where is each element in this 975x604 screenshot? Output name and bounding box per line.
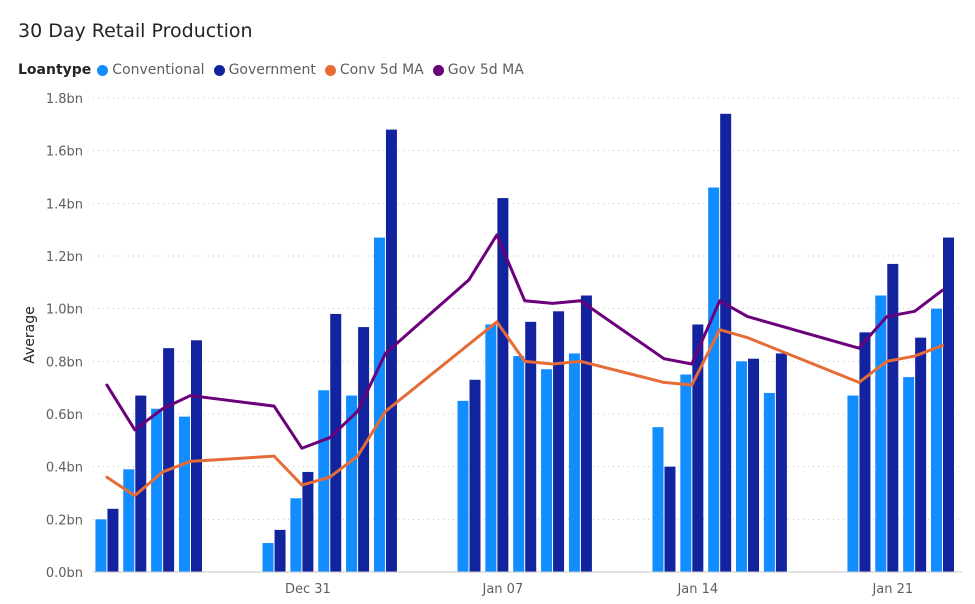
bar-government	[748, 358, 760, 572]
bar-government	[525, 321, 537, 572]
bar-government	[775, 353, 787, 572]
bar-conventional	[485, 324, 497, 572]
y-tick-label: 0.2bn	[46, 513, 83, 528]
bar-government	[553, 311, 565, 572]
bar-government	[330, 313, 342, 572]
chart-title: 30 Day Retail Production	[18, 20, 253, 42]
x-tick-label: Dec 31	[285, 582, 331, 597]
y-tick-label: 0.0bn	[46, 566, 83, 581]
bar-government	[859, 332, 871, 572]
bar-government	[497, 198, 509, 573]
bar-government	[163, 348, 175, 572]
y-tick-label: 1.4bn	[46, 197, 83, 212]
bar-conventional	[763, 392, 775, 572]
y-tick-label: 1.8bn	[46, 92, 83, 107]
legend-item-conv-5d-ma[interactable]: Conv 5d MA	[324, 62, 424, 78]
bar-conventional	[373, 237, 385, 573]
legend-item-government[interactable]: Government	[213, 62, 316, 78]
bar-government	[580, 295, 592, 572]
bar-conventional	[318, 390, 330, 572]
x-tick-label: Jan 21	[871, 582, 913, 597]
y-tick-label: 0.6bn	[46, 408, 83, 423]
bar-conventional	[875, 295, 887, 572]
bar-conventional	[123, 469, 135, 572]
bar-government	[190, 340, 202, 572]
legend-title: Loantype	[18, 62, 92, 78]
bar-government	[915, 337, 927, 572]
bar-government	[385, 129, 397, 572]
y-tick-label: 1.2bn	[46, 250, 83, 265]
legend-label-gov-5d-ma: Gov 5d MA	[447, 62, 524, 78]
y-axis-title: Average	[22, 306, 38, 364]
bar-government	[720, 113, 732, 573]
bar-conventional	[931, 308, 943, 572]
legend-item-gov-5d-ma[interactable]: Gov 5d MA	[432, 62, 524, 78]
y-tick-label: 0.8bn	[46, 355, 83, 370]
legend-marker-conventional	[97, 64, 109, 76]
bar-conventional	[903, 377, 915, 572]
bar-conventional	[847, 395, 859, 572]
line-gov-5d-ma	[105, 233, 945, 450]
bar-conventional	[262, 543, 274, 572]
bar-conventional	[151, 408, 163, 572]
bar-conventional	[568, 353, 580, 572]
bar-conventional	[541, 369, 553, 572]
legend-label-government: Government	[228, 62, 316, 78]
y-tick-label: 0.4bn	[46, 461, 83, 476]
bar-government	[887, 263, 899, 572]
bar-government	[692, 324, 704, 572]
y-tick-label: 1.6bn	[46, 145, 83, 160]
legend-label-conv-5d-ma: Conv 5d MA	[339, 62, 424, 78]
bar-conventional	[178, 416, 190, 572]
bar-government	[358, 327, 370, 572]
bar-government	[135, 395, 147, 572]
legend-marker-gov-5d-ma	[432, 64, 444, 76]
bar-government	[943, 237, 955, 573]
bar-conventional	[290, 498, 302, 572]
y-tick-label: 1.0bn	[46, 303, 83, 318]
bar-government	[302, 471, 314, 572]
line-conv-5d-ma	[105, 320, 945, 498]
bar-conventional	[652, 427, 664, 572]
bar-conventional	[708, 187, 720, 573]
bar-conventional	[346, 395, 358, 572]
bar-conventional	[736, 361, 748, 572]
legend-label-conventional: Conventional	[112, 62, 205, 78]
bar-conventional	[95, 519, 107, 572]
bar-conventional	[680, 374, 692, 572]
bar-government	[664, 466, 676, 572]
bar-government	[469, 379, 481, 572]
x-tick-label: Jan 07	[482, 582, 524, 597]
bar-conventional	[513, 356, 525, 572]
legend-marker-conv-5d-ma	[324, 64, 336, 76]
x-tick-label: Jan 14	[676, 582, 718, 597]
bar-government	[107, 508, 119, 572]
legend: Loantype Conventional Government Conv 5d…	[18, 60, 533, 80]
bar-government	[274, 529, 286, 572]
legend-item-conventional[interactable]: Conventional	[97, 62, 205, 78]
bar-conventional	[457, 400, 469, 572]
legend-marker-government	[213, 64, 225, 76]
